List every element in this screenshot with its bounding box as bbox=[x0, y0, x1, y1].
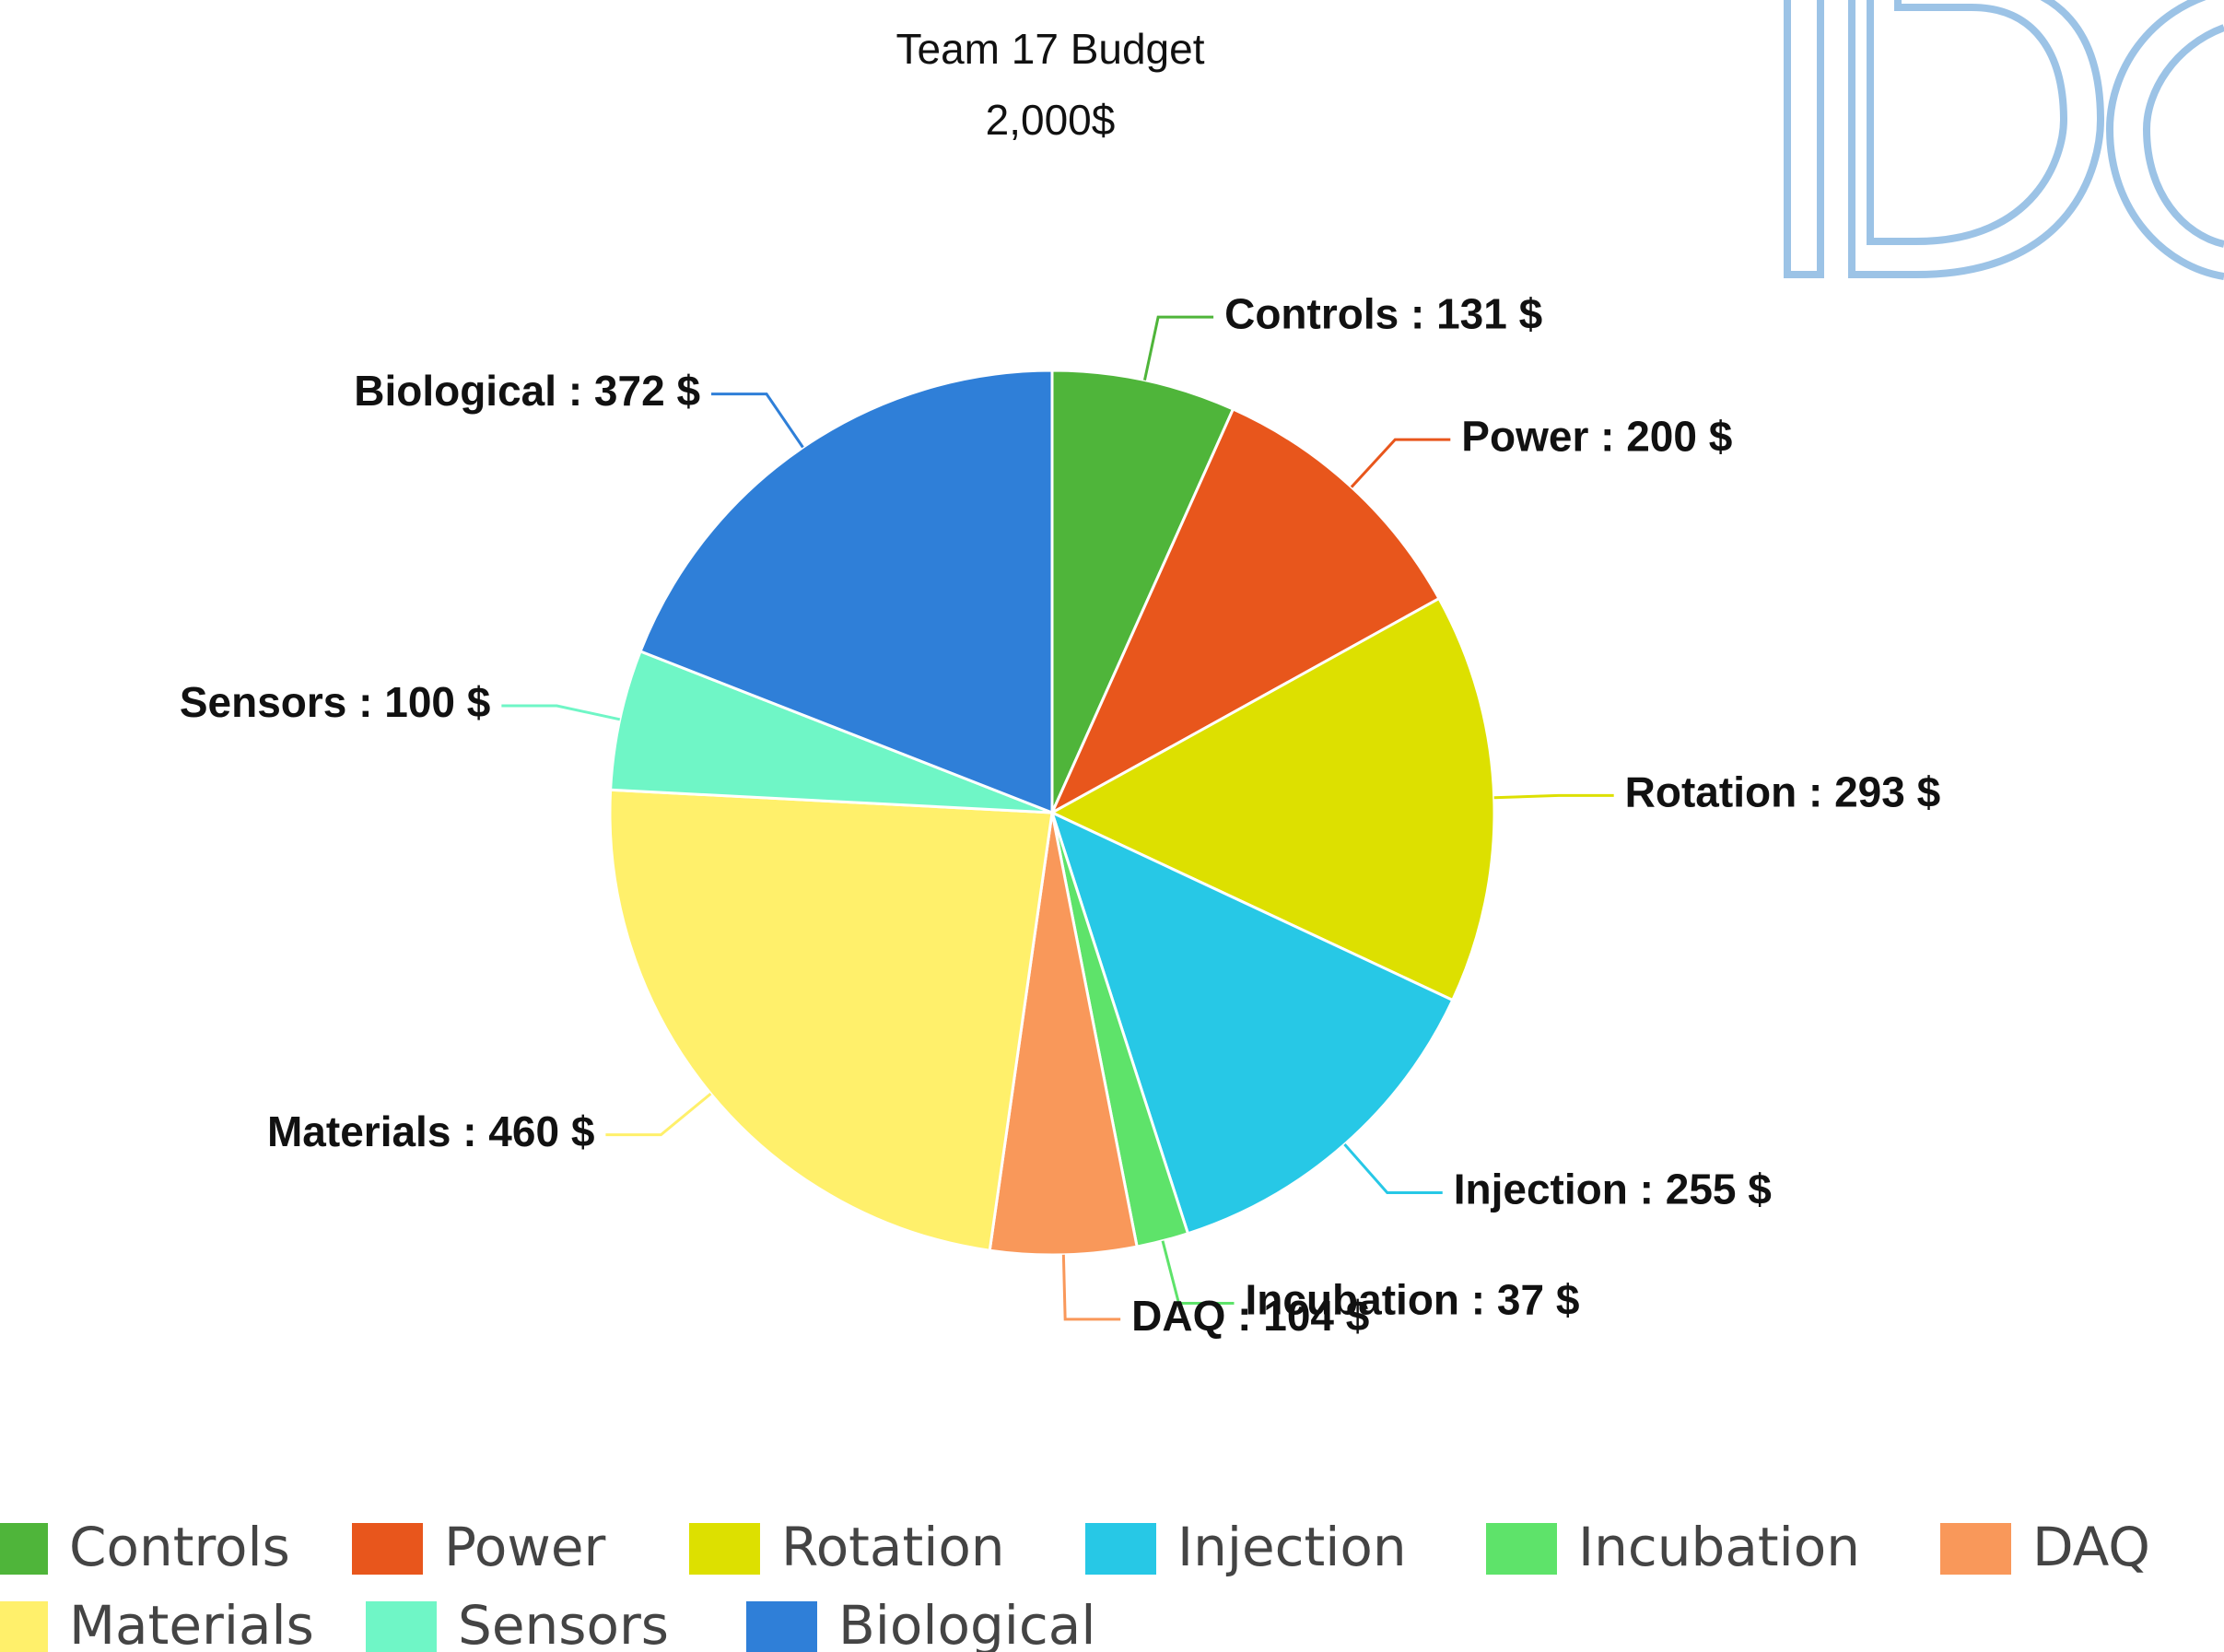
legend-swatch bbox=[1940, 1523, 2011, 1575]
pie-slice bbox=[1048, 596, 1496, 1002]
legend-label: Incubation bbox=[1578, 1516, 1860, 1578]
data-label: Sensors : 100 $ bbox=[180, 678, 491, 726]
legend-swatch bbox=[1486, 1523, 1557, 1575]
leader-line bbox=[605, 1092, 712, 1137]
chart-title: Team 17 Budget bbox=[895, 25, 1204, 73]
logo bbox=[1784, 0, 2224, 280]
legend-swatch bbox=[689, 1523, 760, 1575]
leader-line bbox=[1161, 1240, 1235, 1306]
legend-label: Power bbox=[444, 1516, 606, 1578]
legend-swatch bbox=[746, 1601, 817, 1652]
legend-label: DAQ bbox=[2032, 1516, 2150, 1578]
leader-line bbox=[501, 704, 621, 721]
legend-swatch bbox=[0, 1601, 48, 1652]
data-label: Materials : 460 $ bbox=[267, 1107, 594, 1155]
pie-slice bbox=[608, 788, 1054, 1252]
legend-label: Controls bbox=[69, 1516, 290, 1578]
chart-subtitle: 2,000$ bbox=[986, 96, 1116, 144]
leader-line bbox=[1493, 793, 1614, 800]
legend-swatch bbox=[352, 1523, 423, 1575]
data-label: Biological : 372 $ bbox=[354, 367, 700, 415]
data-label: Power : 200 $ bbox=[1461, 412, 1732, 460]
leader-line bbox=[711, 392, 804, 449]
legend-swatch bbox=[366, 1601, 437, 1652]
legend-label: Injection bbox=[1177, 1516, 1407, 1578]
legend-swatch bbox=[0, 1523, 48, 1575]
data-label: Incubation : 37 $ bbox=[1245, 1276, 1579, 1324]
legend-label: Sensors bbox=[458, 1594, 669, 1652]
leader-line bbox=[1142, 315, 1214, 381]
legend-label: Rotation bbox=[781, 1516, 1005, 1578]
pie-slice bbox=[988, 812, 1139, 1257]
pie-slice bbox=[609, 649, 1053, 814]
data-label: Controls : 131 $ bbox=[1224, 289, 1542, 337]
leader-line bbox=[1350, 438, 1451, 488]
legend-swatch bbox=[1085, 1523, 1156, 1575]
data-label: Injection : 255 $ bbox=[1454, 1166, 1772, 1213]
data-label: Rotation : 293 $ bbox=[1625, 768, 1941, 816]
pie-slice bbox=[1048, 407, 1442, 816]
legend-label: Biological bbox=[838, 1594, 1095, 1652]
leader-line bbox=[1061, 1254, 1121, 1321]
data-label: DAQ : 104 $ bbox=[1131, 1292, 1369, 1340]
legend-label: Materials bbox=[69, 1594, 314, 1652]
leader-line bbox=[1343, 1143, 1443, 1195]
